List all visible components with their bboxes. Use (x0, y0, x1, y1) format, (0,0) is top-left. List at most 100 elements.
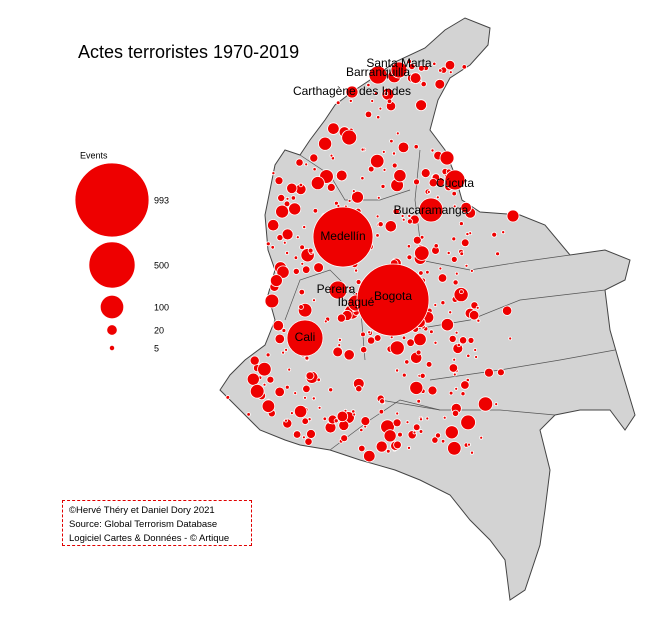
event-dot (366, 336, 376, 345)
legend-title: Events (80, 150, 108, 160)
event-dot (420, 168, 431, 179)
event-dot (401, 217, 406, 222)
event-dot (475, 305, 480, 310)
event-dot (309, 153, 319, 163)
event-dot (413, 144, 419, 150)
event-dot (367, 165, 375, 173)
event-dot (438, 266, 443, 271)
event-dot (310, 176, 325, 191)
event-dot (276, 234, 284, 242)
event-dot (302, 225, 307, 230)
event-dot (395, 411, 400, 416)
event-dot (454, 271, 459, 276)
event-dot (479, 435, 484, 440)
event-dot (448, 310, 453, 315)
event-dot (446, 250, 451, 255)
event-dot (276, 265, 290, 279)
event-dot (452, 372, 457, 377)
event-dot (413, 332, 427, 347)
event-dot (412, 423, 421, 432)
event-dot (406, 445, 411, 450)
event-dot (351, 189, 356, 194)
event-dot (464, 263, 469, 268)
event-dot (286, 182, 298, 194)
event-dot (376, 195, 381, 200)
event-dot (409, 72, 422, 84)
event-dot (452, 204, 457, 209)
event-dot (401, 372, 407, 378)
event-dot (312, 167, 317, 172)
event-dot (363, 449, 376, 463)
event-dot (384, 220, 397, 233)
event-dot (444, 59, 456, 71)
event-dot (328, 387, 334, 393)
event-dot (305, 371, 315, 381)
event-dot (395, 368, 400, 373)
event-dot (452, 279, 459, 286)
event-dot (277, 193, 286, 202)
event-dot (467, 442, 471, 447)
event-dot (508, 336, 513, 341)
legend-circle (88, 241, 136, 289)
event-dot (448, 363, 459, 373)
event-dot (335, 169, 348, 182)
event-dot (327, 122, 340, 135)
event-dot (458, 336, 468, 345)
event-dot (381, 149, 386, 154)
event-dot (377, 221, 384, 228)
event-dot (312, 298, 316, 303)
event-dot (447, 441, 462, 456)
event-dot (451, 236, 457, 242)
legend-value: 20 (154, 325, 164, 335)
event-dot (501, 230, 506, 235)
event-dot (375, 233, 380, 238)
event-dot (374, 91, 379, 96)
event-dot (246, 372, 260, 386)
city-label: Pereira (317, 282, 356, 296)
event-dot (373, 334, 382, 342)
event-dot (406, 218, 413, 225)
event-dot (343, 349, 355, 361)
event-dot (360, 331, 366, 338)
event-dot (336, 313, 346, 323)
event-dot (425, 416, 430, 421)
event-dot (300, 261, 305, 266)
event-dot (323, 319, 328, 324)
event-dot (370, 99, 375, 103)
event-dot (451, 190, 457, 197)
event-dot (397, 431, 403, 438)
event-dot (465, 232, 470, 237)
event-dot (468, 310, 480, 321)
event-dot (288, 202, 302, 216)
event-dot (428, 178, 438, 188)
event-dot (333, 200, 339, 206)
event-dot (418, 270, 424, 276)
event-dot (275, 204, 290, 219)
event-dot (460, 391, 466, 397)
event-dot (418, 429, 424, 434)
map-title: Actes terroristes 1970-2019 (78, 42, 299, 62)
city-label: Bogota (374, 289, 412, 303)
city-circles (286, 61, 520, 357)
event-dot (406, 338, 415, 347)
event-dot (364, 110, 373, 119)
event-dot (412, 235, 422, 245)
event-dot (292, 267, 300, 275)
event-dot (458, 221, 464, 227)
event-dot (408, 63, 416, 71)
event-dot (474, 355, 479, 359)
legend-circle (99, 294, 125, 320)
city-circle (312, 206, 374, 268)
legend: 993 500 100 20 5 (74, 162, 169, 353)
event-dot (391, 151, 396, 156)
event-dot (267, 219, 280, 232)
event-dot (451, 409, 460, 417)
event-dot (293, 404, 308, 419)
event-dot (460, 238, 470, 248)
event-dot (440, 300, 446, 306)
event-dot (293, 255, 299, 260)
event-dot (261, 399, 276, 413)
event-dot (454, 330, 459, 335)
event-dot (287, 367, 292, 372)
event-dot (316, 377, 321, 382)
